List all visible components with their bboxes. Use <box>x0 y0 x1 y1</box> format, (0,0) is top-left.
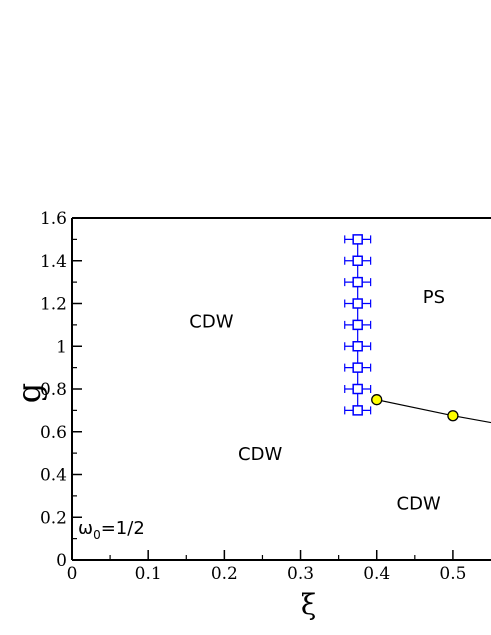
y-tick-label: 0.6 <box>40 423 67 443</box>
data-series <box>344 234 491 424</box>
y-tick-label: 1 <box>56 337 67 357</box>
note-value: =1/2 <box>101 518 145 539</box>
parameter-note: ω0=1/2 <box>78 518 145 542</box>
y-axis-title: g <box>10 383 48 403</box>
note-subscript: 0 <box>93 528 101 542</box>
y-tick-label: 0 <box>56 551 67 571</box>
region-label: CDW <box>238 444 282 465</box>
square-marker <box>352 319 363 331</box>
region-labels: CDW CDW CDW PS <box>189 287 445 514</box>
square-marker <box>352 234 363 245</box>
y-tick-label: 1.4 <box>40 252 67 272</box>
square-marker <box>352 383 363 395</box>
region-label: CDW <box>189 312 233 333</box>
region-label: PS <box>423 287 445 308</box>
y-tick-label: 1.6 <box>40 209 67 229</box>
x-tick-label: 0.4 <box>363 564 390 584</box>
y-tick-label: 0.4 <box>40 466 67 486</box>
boundary-line <box>376 399 491 424</box>
region-label: CDW <box>397 493 441 514</box>
note-symbol: ω <box>78 518 93 539</box>
axes: 0 0.1 0.2 0.3 0.4 0.5 0 0.2 0.4 0.6 0.8 1 1.2 1.4 1.6 ξ… <box>10 209 491 621</box>
x-tick-label: 0.5 <box>439 564 466 584</box>
circle-marker <box>371 394 383 406</box>
square-marker <box>352 405 363 416</box>
square-marker <box>352 341 363 352</box>
x-tick-label: 0 <box>67 564 78 584</box>
x-tick-label: 0.1 <box>135 564 162 584</box>
square-marker <box>352 362 363 373</box>
y-tick-label: 0.2 <box>40 508 67 528</box>
x-tick-label: 0.3 <box>287 564 314 584</box>
circle-marker <box>447 410 459 422</box>
y-tick-label: 0.8 <box>40 380 67 400</box>
square-marker <box>352 255 363 266</box>
square-marker <box>352 276 363 288</box>
x-tick-label: 0.2 <box>211 564 238 584</box>
y-tick-label: 1.2 <box>40 295 67 315</box>
x-axis-title: ξ <box>301 588 316 621</box>
square-marker <box>352 298 363 309</box>
